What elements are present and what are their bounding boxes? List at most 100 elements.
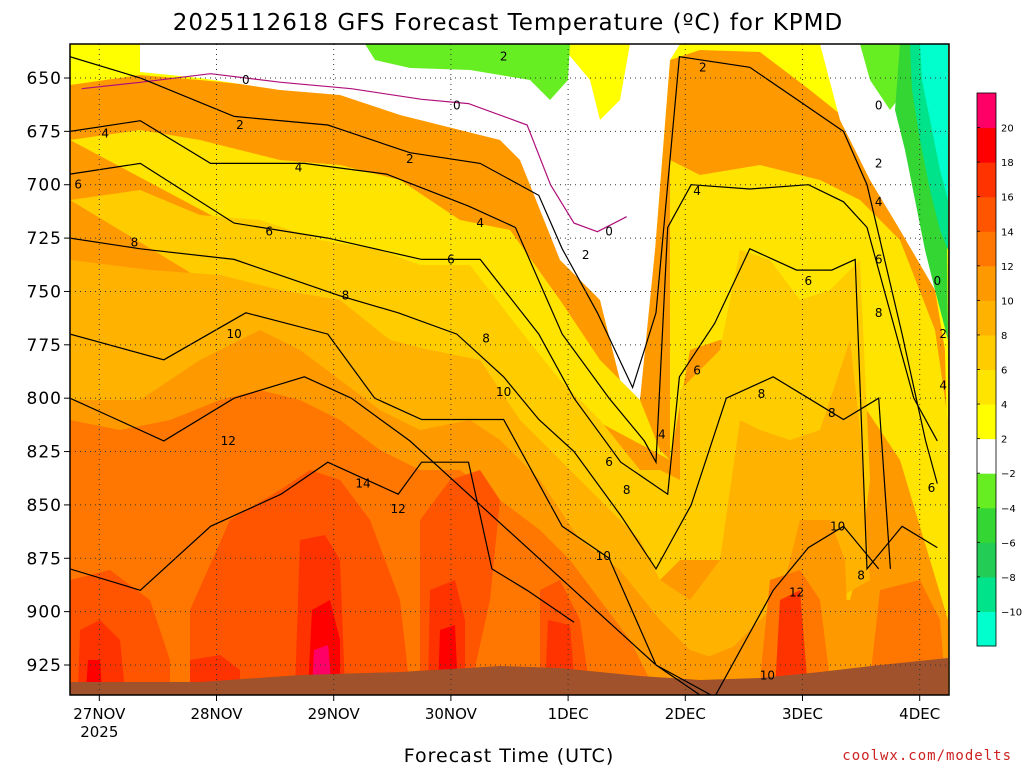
y-tick-label: 925 <box>27 656 62 676</box>
contour-lines <box>70 56 938 695</box>
colorbar-swatch <box>977 404 996 440</box>
y-tick-label: 850 <box>27 496 62 516</box>
contour-label: 4 <box>875 195 883 209</box>
contour-label: 0 <box>242 73 250 87</box>
contour-label: 4 <box>476 216 484 230</box>
contour-label: 10 <box>496 385 511 399</box>
contour-label: 6 <box>265 225 273 239</box>
terrain <box>70 658 948 695</box>
colorbar-swatch <box>977 507 996 543</box>
colorbar-tick-label: −2 <box>1001 469 1016 480</box>
band-minus2-2 <box>140 44 948 400</box>
y-tick-label: 675 <box>27 122 62 142</box>
x-tick-label: 30NOV <box>425 705 478 723</box>
colorbar-swatch <box>977 265 996 301</box>
colorbar-swatch <box>977 334 996 370</box>
colorbar-tick-label: 12 <box>1001 262 1014 273</box>
contour-line <box>70 461 575 623</box>
colorbar-swatch <box>977 438 996 474</box>
x-tick-sublabel: 2025 <box>80 723 118 741</box>
contour-line <box>81 73 627 233</box>
colorbar-swatch <box>977 196 996 232</box>
contour-label: 6 <box>74 178 82 192</box>
contour-labels: 0000022222224444444666666668888888810101… <box>74 50 947 683</box>
contour-label: 6 <box>805 274 813 288</box>
contour-label: 0 <box>605 225 613 239</box>
contour-label: 0 <box>933 274 941 288</box>
colorbar-tick-label: 2 <box>1001 435 1007 446</box>
contour-label: 4 <box>693 184 701 198</box>
colorbar-tick-label: 18 <box>1001 158 1014 169</box>
contour-line <box>70 237 891 571</box>
band-minus10-minus8 <box>920 44 948 200</box>
contour-label: 12 <box>789 585 804 599</box>
y-tick-label: 775 <box>27 336 62 356</box>
contour-label: 2 <box>582 248 590 262</box>
colorbar-tick-label: 14 <box>1001 227 1014 238</box>
contour-label: 0 <box>875 99 883 113</box>
x-tick-label: 2DEC <box>665 705 706 723</box>
y-tick-label: 750 <box>27 282 62 302</box>
contour-label: 10 <box>760 669 775 683</box>
colorbar-swatch <box>977 127 996 163</box>
contour-label: 6 <box>928 481 936 495</box>
y-tick-label: 900 <box>27 603 62 623</box>
colorbar-tick-label: 10 <box>1001 296 1014 307</box>
contour-label: 8 <box>482 331 490 345</box>
contour-label: 8 <box>131 235 139 249</box>
contour-label: 8 <box>875 306 883 320</box>
contour-label: 2 <box>699 60 707 74</box>
contour-label: 4 <box>939 378 947 392</box>
x-tick-label: 28NOV <box>190 705 243 723</box>
contour-label: 2 <box>236 118 244 132</box>
colorbar-swatch <box>977 93 996 129</box>
contour-label: 4 <box>295 161 303 175</box>
contour-label: 6 <box>693 363 701 377</box>
y-tick-label: 875 <box>27 549 62 569</box>
colorbar-swatch <box>977 611 996 647</box>
contour-label: 6 <box>605 455 613 469</box>
contour-label: 12 <box>391 502 406 516</box>
colorbar-swatch <box>977 542 996 578</box>
colorbar-tick-label: 16 <box>1001 193 1014 204</box>
contour-label: 2 <box>939 327 947 341</box>
colorbar-swatch <box>977 231 996 267</box>
contour-label: 4 <box>101 126 109 140</box>
colorbar-swatch <box>977 576 996 612</box>
contour-label: 8 <box>342 289 350 303</box>
chart-title: 2025112618 GFS Forecast Temperature (ºC)… <box>173 10 843 36</box>
contour-label: 14 <box>355 477 370 491</box>
colorbar-tick-label: 8 <box>1001 331 1007 342</box>
contour-line <box>70 312 880 695</box>
contour-label: 6 <box>875 252 883 266</box>
colorbar-swatch <box>977 300 996 336</box>
grid-lines <box>70 44 949 695</box>
contour-label: 8 <box>857 568 865 582</box>
contour-label: 10 <box>226 327 241 341</box>
y-tick-label: 725 <box>27 229 62 249</box>
credit-link[interactable]: coolwx.com/modelts <box>842 748 1012 764</box>
colorbar-tick-label: −4 <box>1001 504 1016 515</box>
x-axis-label: Forecast Time (UTC) <box>404 745 614 767</box>
contour-line <box>70 162 938 571</box>
contour-label: 10 <box>830 519 845 533</box>
colorbar-swatch <box>977 473 996 509</box>
contour-label: 0 <box>453 99 461 113</box>
colorbar-tick-label: 4 <box>1001 400 1007 411</box>
contour-label: 8 <box>758 387 766 401</box>
colorbar-swatch <box>977 162 996 198</box>
contour-label: 2 <box>500 50 508 64</box>
y-tick-label: 700 <box>27 176 62 196</box>
colorbar-tick-label: 20 <box>1001 124 1014 135</box>
y-axis: 650 675 700 725 750 775 800 825 850 875 900 925 <box>27 69 70 676</box>
band-16-18 <box>78 535 808 690</box>
x-tick-label: 4DEC <box>899 705 940 723</box>
x-tick-label: 1DEC <box>548 705 589 723</box>
plot-area <box>70 44 949 695</box>
x-tick-label: 29NOV <box>308 705 361 723</box>
plot-frame <box>69 43 950 696</box>
colorbar-swatch <box>977 369 996 405</box>
x-tick-label: 27NOV <box>73 705 126 723</box>
